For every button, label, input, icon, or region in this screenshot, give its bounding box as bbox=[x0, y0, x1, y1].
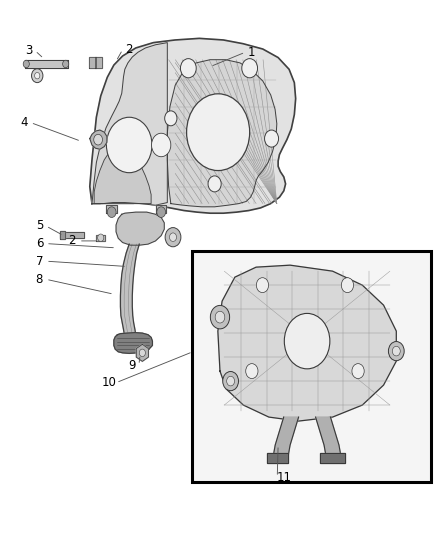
Text: 5: 5 bbox=[36, 220, 43, 232]
Text: 7: 7 bbox=[35, 255, 43, 268]
Text: 11: 11 bbox=[276, 471, 291, 483]
Polygon shape bbox=[89, 57, 96, 68]
Text: 3: 3 bbox=[25, 44, 32, 57]
Circle shape bbox=[107, 207, 116, 217]
Polygon shape bbox=[320, 453, 345, 463]
Circle shape bbox=[210, 305, 230, 329]
Circle shape bbox=[106, 117, 152, 173]
Circle shape bbox=[246, 364, 258, 378]
Polygon shape bbox=[94, 144, 151, 204]
Circle shape bbox=[94, 134, 102, 145]
Circle shape bbox=[32, 69, 43, 83]
Circle shape bbox=[256, 278, 268, 293]
Polygon shape bbox=[94, 112, 172, 204]
Circle shape bbox=[139, 349, 145, 357]
Circle shape bbox=[352, 364, 364, 378]
Circle shape bbox=[165, 228, 181, 247]
Circle shape bbox=[23, 60, 29, 68]
Polygon shape bbox=[60, 231, 65, 239]
Polygon shape bbox=[116, 212, 164, 245]
Circle shape bbox=[180, 59, 196, 78]
Polygon shape bbox=[95, 57, 102, 68]
Circle shape bbox=[284, 313, 330, 369]
Polygon shape bbox=[167, 60, 277, 207]
Circle shape bbox=[242, 59, 258, 78]
Polygon shape bbox=[156, 205, 166, 213]
Text: 10: 10 bbox=[102, 376, 117, 389]
Circle shape bbox=[187, 94, 250, 171]
Circle shape bbox=[208, 176, 221, 192]
Polygon shape bbox=[120, 244, 139, 335]
Polygon shape bbox=[92, 43, 167, 205]
Text: 8: 8 bbox=[36, 273, 43, 286]
Circle shape bbox=[157, 207, 166, 217]
Circle shape bbox=[152, 133, 171, 157]
Circle shape bbox=[226, 376, 235, 386]
Circle shape bbox=[341, 278, 353, 293]
Polygon shape bbox=[315, 417, 341, 457]
Circle shape bbox=[98, 234, 104, 241]
Circle shape bbox=[392, 346, 400, 356]
Polygon shape bbox=[136, 344, 148, 361]
Text: 9: 9 bbox=[128, 359, 136, 372]
Circle shape bbox=[35, 72, 40, 79]
Polygon shape bbox=[96, 235, 105, 241]
Circle shape bbox=[165, 111, 177, 126]
Circle shape bbox=[63, 60, 69, 68]
Polygon shape bbox=[218, 265, 396, 421]
Circle shape bbox=[215, 311, 225, 323]
Polygon shape bbox=[90, 38, 296, 213]
Polygon shape bbox=[267, 453, 288, 463]
Polygon shape bbox=[25, 60, 68, 68]
Polygon shape bbox=[273, 417, 299, 457]
Text: 4: 4 bbox=[20, 116, 28, 129]
Polygon shape bbox=[60, 232, 84, 238]
Polygon shape bbox=[90, 130, 107, 149]
Circle shape bbox=[389, 342, 404, 361]
Text: 6: 6 bbox=[35, 237, 43, 250]
Bar bbox=[192, 251, 431, 482]
Polygon shape bbox=[106, 205, 117, 213]
Circle shape bbox=[170, 233, 177, 241]
Circle shape bbox=[223, 372, 238, 391]
Circle shape bbox=[265, 130, 279, 147]
Text: 1: 1 bbox=[248, 46, 256, 59]
Text: 2: 2 bbox=[125, 43, 133, 56]
Text: 2: 2 bbox=[68, 235, 76, 247]
Polygon shape bbox=[114, 333, 152, 353]
